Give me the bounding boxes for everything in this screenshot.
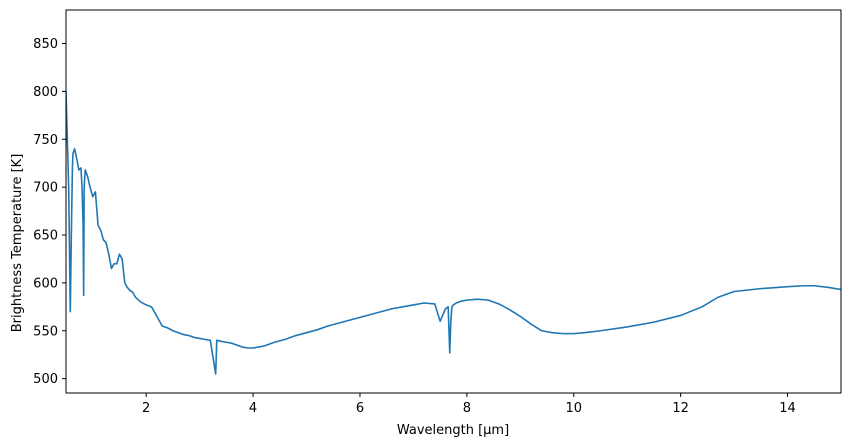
x-tick-label: 8 xyxy=(463,401,471,416)
y-tick-label: 800 xyxy=(33,85,58,100)
y-tick-label: 850 xyxy=(33,37,58,52)
y-axis-label: Brightness Temperature [K] xyxy=(10,154,25,333)
y-tick-label: 750 xyxy=(33,133,58,148)
y-tick-label: 700 xyxy=(33,181,58,196)
x-tick-label: 14 xyxy=(779,401,796,416)
y-tick-label: 550 xyxy=(33,324,58,339)
axes-ticks: 2 4 6 8 10 12 14 500 550 600 650 700 750 800 850 xyxy=(33,37,796,416)
x-tick-label: 2 xyxy=(142,401,150,416)
x-tick-label: 10 xyxy=(565,401,582,416)
plot-area xyxy=(66,91,841,375)
y-tick-label: 650 xyxy=(33,229,58,244)
series-line-0 xyxy=(66,91,841,375)
y-tick-label: 500 xyxy=(33,372,58,387)
x-axis-label: Wavelength [µm] xyxy=(397,423,509,438)
x-tick-label: 4 xyxy=(249,401,257,416)
y-tick-label: 600 xyxy=(33,276,58,291)
axes-frame xyxy=(65,9,842,394)
x-tick-label: 6 xyxy=(356,401,364,416)
x-tick-label: 12 xyxy=(672,401,689,416)
